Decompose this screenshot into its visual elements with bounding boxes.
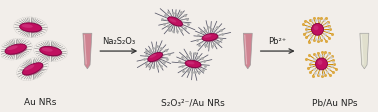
Ellipse shape bbox=[22, 63, 43, 75]
Text: S₂O₃²⁻/Au NRs: S₂O₃²⁻/Au NRs bbox=[161, 98, 225, 106]
Circle shape bbox=[318, 60, 322, 65]
Text: Pb²⁺: Pb²⁺ bbox=[268, 37, 287, 46]
Circle shape bbox=[314, 26, 318, 31]
Text: Pb/Au NPs: Pb/Au NPs bbox=[312, 98, 357, 106]
Ellipse shape bbox=[40, 47, 61, 56]
Ellipse shape bbox=[169, 19, 183, 28]
Polygon shape bbox=[83, 34, 92, 69]
Ellipse shape bbox=[186, 62, 202, 69]
Ellipse shape bbox=[23, 64, 44, 76]
Ellipse shape bbox=[41, 48, 62, 57]
Ellipse shape bbox=[204, 35, 211, 38]
Circle shape bbox=[316, 58, 327, 70]
Ellipse shape bbox=[202, 34, 218, 42]
Ellipse shape bbox=[168, 18, 183, 27]
Polygon shape bbox=[360, 34, 369, 69]
Ellipse shape bbox=[20, 24, 42, 33]
Circle shape bbox=[311, 24, 324, 36]
Ellipse shape bbox=[169, 19, 176, 23]
Ellipse shape bbox=[6, 46, 27, 56]
Ellipse shape bbox=[22, 25, 33, 29]
Ellipse shape bbox=[187, 62, 195, 65]
Ellipse shape bbox=[5, 45, 26, 55]
Ellipse shape bbox=[21, 25, 42, 34]
Ellipse shape bbox=[149, 54, 156, 58]
Ellipse shape bbox=[7, 46, 18, 51]
Ellipse shape bbox=[149, 54, 164, 63]
Ellipse shape bbox=[42, 48, 53, 52]
Ellipse shape bbox=[24, 65, 34, 71]
Ellipse shape bbox=[203, 35, 219, 43]
Ellipse shape bbox=[185, 61, 201, 68]
Ellipse shape bbox=[148, 53, 163, 62]
Text: Au NRs: Au NRs bbox=[24, 98, 57, 106]
Polygon shape bbox=[243, 34, 252, 69]
Text: Na₂S₂O₃: Na₂S₂O₃ bbox=[102, 37, 135, 46]
